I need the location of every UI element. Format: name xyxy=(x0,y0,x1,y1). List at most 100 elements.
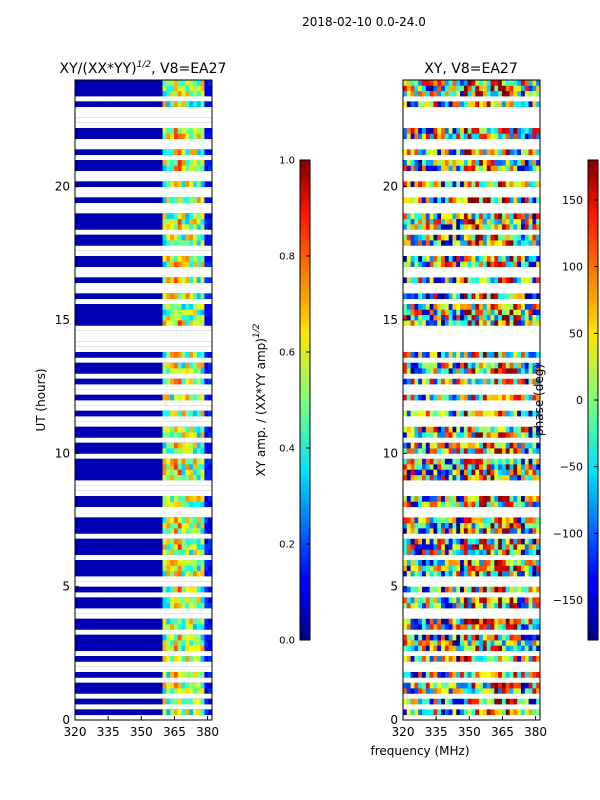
amplitude-cell xyxy=(124,560,129,566)
amplitude-cell xyxy=(105,213,110,220)
phase-cell xyxy=(501,277,507,284)
amplitude-cell xyxy=(189,218,194,225)
amplitude-cell xyxy=(132,528,137,534)
amplitude-cell xyxy=(135,640,141,646)
amplitude-cell xyxy=(181,293,186,300)
phase-cell xyxy=(471,474,476,481)
amplitude-cell xyxy=(189,634,194,641)
amplitude-cell xyxy=(170,426,175,433)
amplitude-cell xyxy=(154,469,160,476)
phase-cell xyxy=(520,165,526,172)
amplitude-cell xyxy=(151,304,156,310)
phase-cell xyxy=(448,634,453,641)
amplitude-cell xyxy=(204,645,209,652)
amplitude-cell xyxy=(128,624,133,630)
phase-cell xyxy=(509,261,514,268)
phase-cell xyxy=(471,672,476,678)
phase-cell xyxy=(528,528,533,534)
amplitude-cell xyxy=(105,522,110,529)
amplitude-cell xyxy=(158,501,163,508)
amplitude-cell xyxy=(154,240,160,246)
phase-cell xyxy=(520,432,526,438)
phase-cell xyxy=(536,378,540,385)
phase-cell xyxy=(482,634,488,641)
phase-cell xyxy=(501,128,507,134)
amplitude-cell xyxy=(189,597,194,604)
phase-cell xyxy=(520,448,526,454)
amplitude-cell xyxy=(105,368,110,374)
amplitude-cell xyxy=(139,560,144,566)
phase-cell xyxy=(517,368,522,374)
amplitude-cell xyxy=(166,458,171,465)
phase-gap-row xyxy=(403,138,540,144)
amplitude-cell xyxy=(120,378,125,385)
amplitude-cell xyxy=(196,709,201,716)
amplitude-cell xyxy=(94,656,99,662)
amplitude-cell xyxy=(158,709,163,716)
phase-cell xyxy=(463,314,469,321)
phase-cell xyxy=(448,570,453,577)
amplitude-cell xyxy=(200,240,205,246)
amplitude-cell xyxy=(185,709,190,716)
amplitude-cell xyxy=(189,352,194,358)
phase-cell xyxy=(532,213,537,220)
phase-cell xyxy=(425,149,431,156)
phase-cell xyxy=(505,80,510,86)
amplitude-cell xyxy=(147,458,152,465)
phase-cell xyxy=(452,597,457,604)
phase-cell xyxy=(456,469,461,476)
amplitude-cell xyxy=(86,586,91,593)
phase-cell xyxy=(513,469,518,476)
amplitude-cell xyxy=(128,218,133,225)
phase-cell xyxy=(490,602,495,609)
amplitude-cell xyxy=(86,160,91,166)
amplitude-gap-row xyxy=(75,106,212,112)
amplitude-cell xyxy=(82,314,87,321)
phase-cell xyxy=(425,261,431,268)
amplitude-cell xyxy=(82,213,87,220)
phase-cell xyxy=(513,448,518,454)
phase-cell xyxy=(425,586,431,593)
phase-cell xyxy=(482,645,488,652)
phase-cell xyxy=(429,224,434,230)
amplitude-cell xyxy=(208,256,212,262)
amplitude-cell xyxy=(139,549,144,556)
phase-gap-row xyxy=(403,714,540,720)
phase-cell xyxy=(520,496,526,502)
phase-cell xyxy=(422,90,427,97)
amplitude-cell xyxy=(151,368,156,374)
phase-cell xyxy=(414,133,419,140)
phase-cell xyxy=(418,368,423,374)
amplitude-cell xyxy=(170,432,175,438)
amplitude-cell xyxy=(147,469,152,476)
phase-xtick-label: 380 xyxy=(524,725,547,739)
amplitude-cell xyxy=(170,586,175,593)
amplitude-cell xyxy=(105,602,110,609)
phase-cell xyxy=(414,501,419,508)
amplitude-cell xyxy=(147,304,152,310)
phase-cell xyxy=(467,501,472,508)
amplitude-cell xyxy=(204,277,209,284)
amplitude-cell xyxy=(128,133,133,140)
amplitude-cell xyxy=(200,538,205,545)
phase-cell xyxy=(509,197,514,204)
amplitude-cell xyxy=(162,240,167,246)
amplitude-cell xyxy=(86,320,91,326)
phase-cell xyxy=(422,496,427,502)
phase-cell xyxy=(532,432,537,438)
phase-cell xyxy=(486,224,491,230)
phase-cell xyxy=(444,496,450,502)
phase-cell xyxy=(520,442,526,449)
phase-cell xyxy=(467,640,472,646)
amplitude-cell xyxy=(189,656,194,662)
phase-cell xyxy=(425,522,431,529)
phase-cell xyxy=(490,234,495,241)
amplitude-cell xyxy=(177,464,182,470)
phase-cell xyxy=(501,181,507,188)
phase-cell xyxy=(536,432,540,438)
amplitude-cell xyxy=(128,517,133,524)
amplitude-cell xyxy=(128,293,133,300)
phase-cell xyxy=(433,538,438,545)
amplitude-cell xyxy=(135,213,141,220)
phase-colorbar-tick-label: 0 xyxy=(576,394,583,407)
